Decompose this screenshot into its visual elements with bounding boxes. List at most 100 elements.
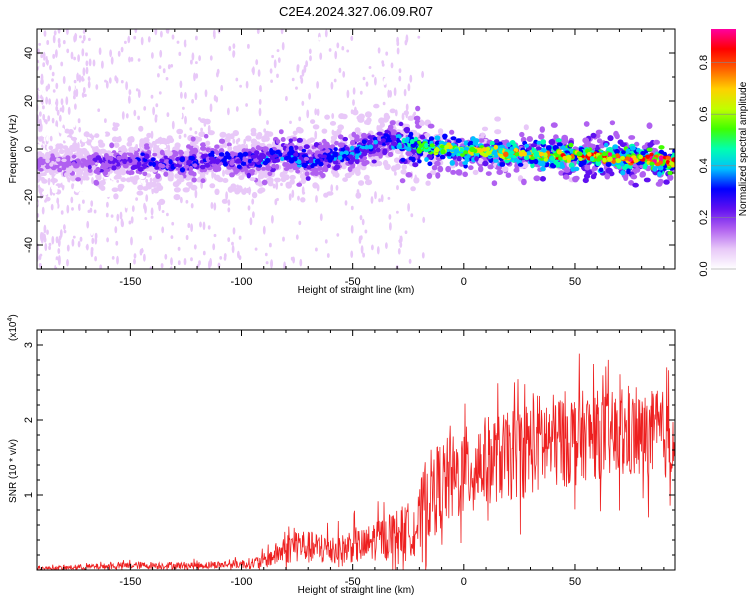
spectrogram-blob	[188, 165, 194, 171]
spectrogram-blob	[296, 182, 303, 187]
spectrogram-blob	[350, 250, 354, 258]
spectrogram-blob	[355, 192, 362, 199]
spectrogram-blob	[78, 47, 81, 51]
spectrogram-blob	[258, 107, 262, 117]
spectrogram-blob	[611, 154, 617, 158]
spectrogram-blob	[646, 122, 653, 129]
spectrogram-blob	[385, 114, 391, 120]
spectrogram-blob	[561, 134, 568, 141]
spectrogram-blob	[624, 163, 629, 168]
spectrogram-blob	[335, 184, 339, 191]
spectrogram-blob	[354, 147, 360, 153]
spectrogram-blob	[159, 158, 165, 163]
spectrogram-blob	[376, 110, 380, 119]
spectrogram-blob	[331, 113, 335, 119]
spectrogram-blob	[306, 109, 310, 119]
spectrogram-blob	[485, 171, 492, 177]
spectrogram-blob	[54, 164, 60, 169]
spectrogram-blob	[362, 156, 368, 161]
spectrogram-blob	[58, 54, 62, 60]
spectrogram-blob	[78, 203, 81, 211]
spectrogram-blob	[245, 187, 252, 194]
spectrogram-blob	[314, 158, 321, 164]
spectrogram-blob	[270, 259, 273, 268]
spectrogram-blob	[393, 157, 400, 163]
spectrogram-blob	[333, 147, 338, 152]
spectrogram-blob	[58, 42, 61, 48]
spectrogram-blob	[233, 169, 239, 175]
spectrogram-blob	[125, 113, 129, 119]
spectrogram-blob	[254, 247, 258, 251]
spectrogram-blob	[229, 172, 235, 178]
spectrogram-blob	[413, 132, 419, 139]
spectrogram-blob	[90, 248, 94, 258]
spectrogram-blob	[71, 136, 78, 141]
spectrogram-blob	[71, 161, 76, 166]
spectrogram-blob	[275, 181, 279, 190]
spectrogram-blob	[548, 139, 556, 145]
spectrogram-blob	[149, 266, 153, 269]
spectrogram-blob	[367, 86, 370, 94]
spectrogram-blob	[667, 170, 673, 176]
spectrogram-blob	[562, 174, 570, 180]
spectrogram-blob	[147, 36, 151, 43]
spectrogram-blob	[187, 223, 191, 228]
spectrogram-blob	[498, 144, 505, 149]
spectrogram-blob	[337, 155, 343, 161]
spectrogram-blob	[45, 196, 51, 202]
spectrogram-blob	[342, 177, 348, 183]
spectrogram-blob	[64, 128, 70, 134]
spectrogram-blob	[130, 137, 135, 143]
spectrogram-blob	[582, 137, 590, 144]
spectrogram-blob	[136, 161, 142, 166]
spectrogram-blob	[405, 103, 409, 111]
spectrogram-blob	[245, 103, 249, 107]
spectrogram-blob	[73, 79, 77, 84]
spectrogram-blob	[210, 202, 214, 209]
spectrogram-blob	[351, 58, 355, 68]
spectrogram-blob	[149, 235, 152, 241]
spectrogram-blob	[325, 89, 329, 97]
colorbar-label: Normalized spectral amplitude	[738, 81, 749, 216]
spectrogram-blob	[133, 35, 137, 40]
spectrogram-blob	[193, 244, 197, 250]
spectrogram-blob	[94, 256, 97, 262]
spectrogram-blob	[362, 76, 366, 81]
snr-multiplier-exponent: 4	[7, 318, 14, 322]
spectrogram-x-tick-label: 50	[569, 276, 581, 288]
spectrogram-blob	[595, 158, 601, 162]
spectrogram-blob	[407, 203, 410, 212]
spectrogram-blob	[160, 30, 163, 38]
spectrogram-blob	[349, 145, 355, 151]
spectrogram-marks	[37, 29, 675, 269]
spectrogram-blob	[291, 77, 295, 82]
spectrogram-blob	[364, 144, 369, 150]
spectrogram-blob	[54, 202, 58, 210]
spectrogram-blob	[55, 256, 59, 262]
spectrogram-blob	[337, 134, 344, 140]
spectrogram-blob	[192, 163, 198, 168]
spectrogram-blob	[378, 153, 383, 159]
spectrogram-blob	[397, 248, 401, 255]
spectrogram-blob	[307, 149, 313, 155]
spectrogram-blob	[81, 161, 86, 166]
spectrogram-blob	[108, 77, 112, 84]
spectrogram-blob	[45, 153, 51, 159]
spectrogram-blob	[657, 178, 664, 185]
spectrogram-blob	[387, 151, 394, 158]
spectrogram-blob	[47, 122, 51, 131]
spectrogram-blob	[161, 255, 165, 264]
spectrogram-blob	[117, 59, 120, 66]
spectrogram-blob	[224, 151, 230, 156]
snr-multiplier-base: (x10	[8, 321, 19, 341]
spectrogram-blob	[210, 150, 215, 156]
spectrogram-blob	[604, 142, 609, 148]
spectrogram-blob	[480, 132, 486, 138]
spectrogram-blob	[150, 215, 154, 219]
spectrogram-blob	[424, 157, 429, 162]
spectrogram-blob	[45, 66, 49, 75]
spectrogram-blob	[238, 205, 241, 213]
spectrogram-blob	[628, 180, 634, 186]
spectrogram-blob	[371, 74, 375, 78]
spectrogram-blob	[171, 120, 175, 130]
